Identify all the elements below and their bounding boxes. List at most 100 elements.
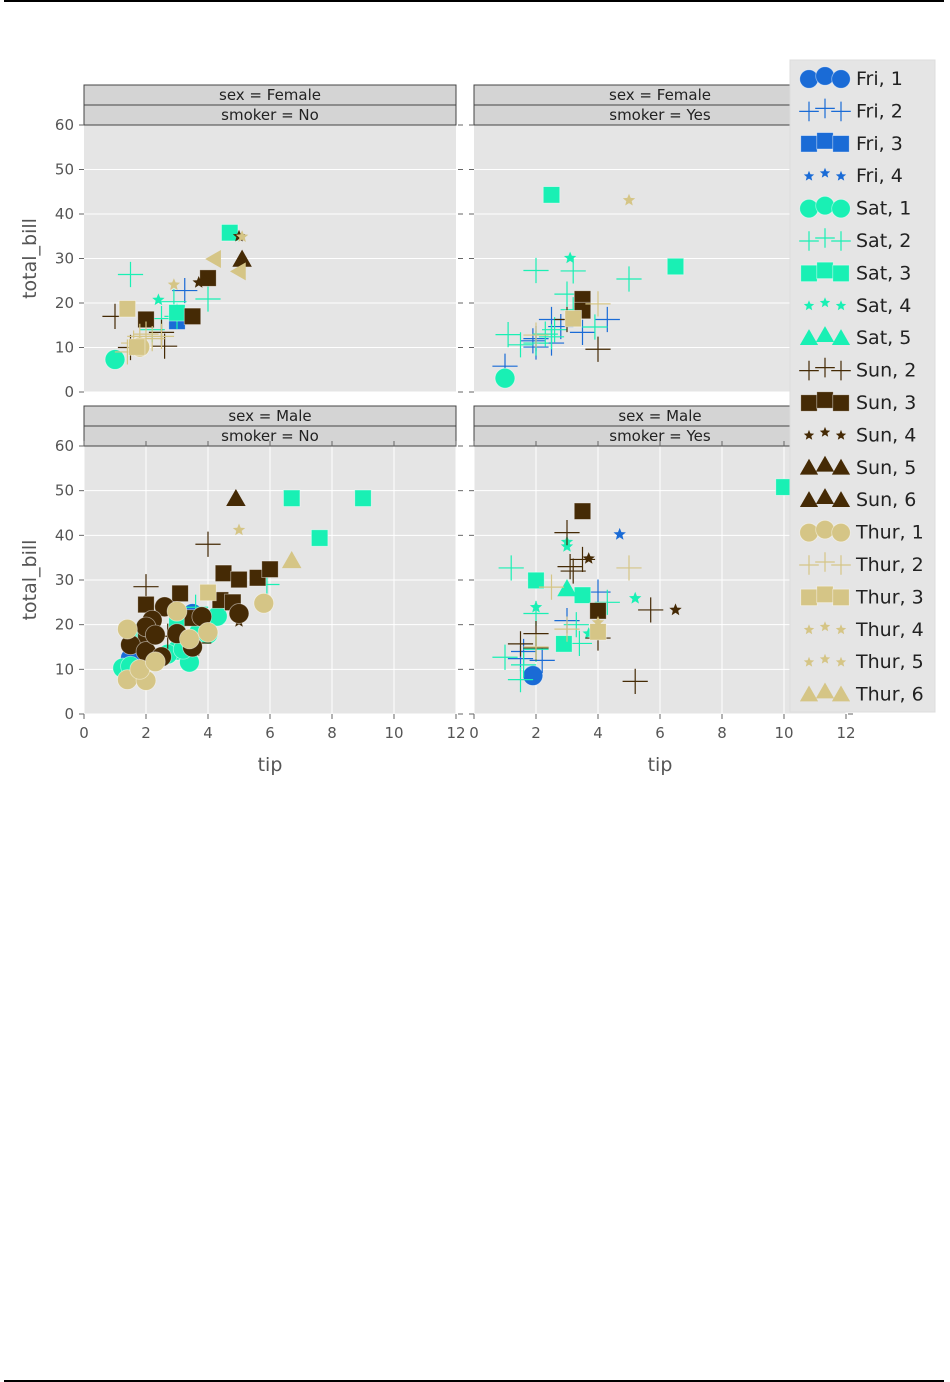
data-point: [522, 665, 544, 686]
data-point: [529, 647, 555, 673]
x-tick-label: 4: [203, 724, 213, 742]
x-tick-label: 12: [446, 724, 465, 742]
legend-marker: [800, 135, 818, 153]
data-point: [582, 627, 595, 639]
data-point: [542, 186, 561, 204]
legend-marker: [832, 264, 850, 283]
legend-item: Thur, 5: [803, 651, 924, 673]
y-tick-label: 50: [55, 161, 74, 179]
x-tick-label: 2: [531, 724, 541, 742]
data-point: [498, 555, 524, 581]
data-point: [195, 286, 221, 312]
legend-marker: [815, 228, 835, 248]
data-point: [205, 249, 221, 268]
data-point: [594, 306, 620, 333]
data-point: [253, 592, 275, 614]
legend-marker: [799, 329, 819, 346]
legend-marker: [831, 69, 851, 89]
data-point: [226, 488, 246, 507]
legend-marker: [832, 135, 850, 153]
data-point: [171, 584, 189, 603]
legend-marker: [799, 198, 819, 219]
facet-row-label: sex = Male: [228, 407, 311, 425]
points-male-no: [112, 488, 372, 691]
facet-row-label: sex = Male: [618, 407, 701, 425]
legend-label: Thur, 1: [855, 522, 924, 544]
data-point: [230, 262, 246, 281]
data-point: [179, 628, 200, 650]
data-point: [507, 332, 534, 358]
legend-marker: [799, 491, 819, 508]
legend-label: Thur, 4: [855, 619, 924, 641]
legend-item: Sun, 4: [803, 424, 916, 446]
legend-item: Sun, 3: [800, 391, 916, 414]
data-point: [168, 304, 186, 322]
data-point: [310, 529, 329, 547]
legend-marker: [816, 261, 834, 280]
legend-marker: [835, 624, 847, 635]
x-tick-label: 12: [836, 724, 855, 742]
y-tick-label: 60: [55, 437, 74, 455]
data-point: [666, 257, 685, 276]
data-point: [573, 586, 592, 604]
legend-item: Thur, 3: [800, 585, 924, 608]
x-tick-label: 0: [79, 724, 89, 742]
legend-marker: [799, 101, 819, 122]
legend-marker: [819, 621, 831, 632]
data-point: [554, 616, 580, 642]
legend-marker: [819, 167, 831, 178]
legend-marker: [831, 101, 851, 122]
data-point: [573, 502, 592, 520]
legend-item: Sat, 2: [799, 228, 911, 252]
legend-marker: [816, 391, 834, 409]
data-point: [523, 257, 549, 284]
legend-marker: [815, 488, 835, 505]
legend-label: Sun, 6: [856, 489, 916, 511]
data-point: [523, 634, 549, 660]
legend-label: Sun, 4: [856, 424, 916, 446]
data-point: [144, 651, 166, 673]
data-point: [492, 644, 518, 670]
data-point: [192, 276, 205, 288]
data-point: [166, 600, 188, 622]
data-point: [133, 574, 159, 600]
y-tick-label: 40: [55, 526, 74, 544]
legend-item: Thur, 2: [799, 552, 924, 576]
data-point: [232, 249, 252, 267]
x-tick-label: 6: [655, 724, 665, 742]
x-tick-label: 0: [469, 724, 479, 742]
legend-label: Fri, 4: [856, 165, 903, 187]
legend-item: Sun, 2: [799, 357, 916, 382]
data-point: [152, 293, 165, 306]
facet-row-label: sex = Female: [609, 86, 711, 104]
data-point: [563, 251, 577, 264]
legend-marker: [815, 552, 835, 572]
x-tick-label: 10: [774, 724, 793, 742]
legend-item: Sat, 1: [799, 195, 911, 220]
data-point: [232, 523, 246, 536]
data-point: [128, 338, 146, 356]
data-point: [589, 623, 607, 641]
legend-marker: [835, 429, 847, 440]
legend-item: Thur, 4: [803, 619, 924, 641]
x-axis-label: tip: [648, 754, 673, 776]
data-point: [523, 322, 549, 348]
data-point: [585, 336, 611, 362]
data-point: [511, 652, 537, 678]
data-point: [354, 489, 372, 507]
legend-marker: [816, 585, 834, 604]
legend-label: Sun, 5: [856, 457, 916, 479]
legend-marker: [799, 685, 819, 702]
data-point: [198, 274, 212, 286]
data-point: [564, 309, 582, 328]
data-point: [230, 570, 248, 589]
data-point: [520, 328, 546, 354]
legend-item: Fri, 2: [799, 98, 903, 122]
legend-marker: [819, 653, 831, 664]
data-point: [152, 333, 178, 359]
panel-female-yes: sex = Female smoker = Yes: [469, 84, 853, 393]
data-point: [117, 261, 144, 288]
data-point: [183, 307, 202, 326]
legend-label: Thur, 3: [855, 586, 924, 608]
data-point: [554, 520, 580, 546]
